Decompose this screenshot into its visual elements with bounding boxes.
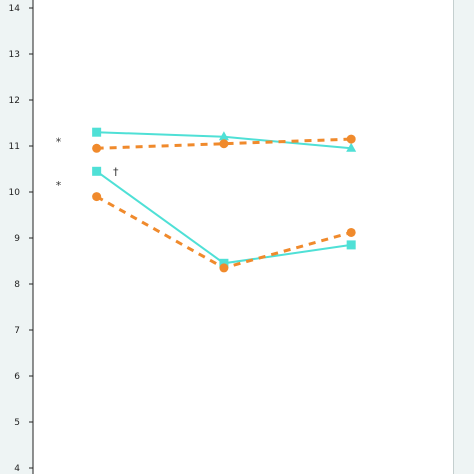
y-tick-label: 10 [9,188,21,198]
data-point-lower-solid [92,166,102,176]
y-tick-label: 4 [14,464,20,474]
y-tick-label: 11 [9,142,20,152]
y-tick-label: 12 [9,96,20,106]
right-side-panel [453,0,474,474]
y-tick-label: 6 [14,372,20,382]
significance-marker: * [56,135,62,148]
plot-area [33,0,453,474]
data-point-lower-dashed [346,227,356,237]
y-tick-label: 9 [14,234,20,244]
series-layer [92,127,357,273]
y-tick-label: 5 [14,418,20,428]
data-point-upper-dashed [92,143,102,153]
data-point-lower-solid [346,240,356,250]
data-point-lower-dashed [92,192,102,202]
series-line-upper-dashed [96,137,352,150]
data-point-upper-dashed [346,134,356,144]
y-tick-label: 8 [14,280,20,290]
data-point-lower-dashed [219,263,229,273]
data-point-upper-solid [346,142,357,152]
y-tick-label: 13 [9,50,20,60]
annotations-layer: * * † [56,135,119,192]
left-side-panel [0,0,33,474]
significance-marker: † [113,165,119,178]
data-point-upper-solid [218,131,229,141]
y-tick-label: 14 [9,4,21,14]
y-tick-label: 7 [14,326,20,336]
data-point-lower-solid [219,258,229,268]
y-ticks: 4 5 6 7 8 9 10 11 12 13 14 [9,4,33,474]
data-point-upper-solid [92,127,102,137]
significance-marker: * [56,179,62,192]
data-point-upper-dashed [219,139,229,149]
